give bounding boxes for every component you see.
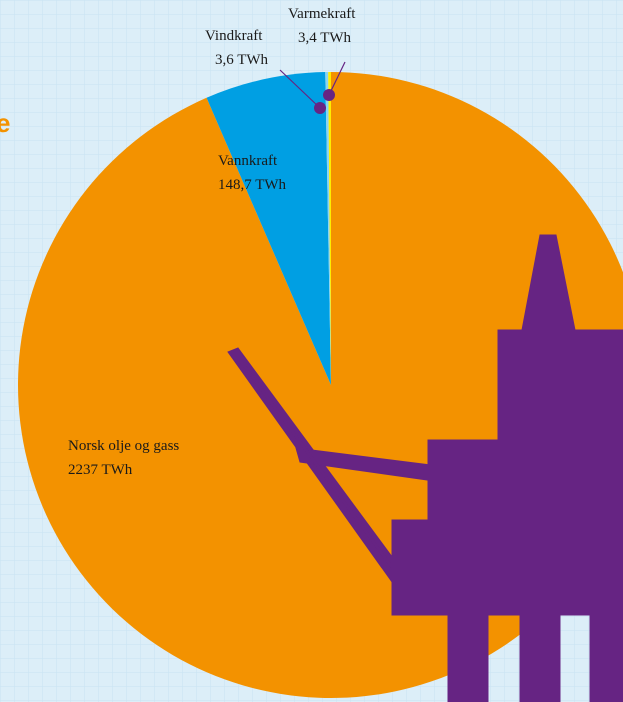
value-label: 148,7 TWh	[218, 177, 287, 193]
chart-title: e	[0, 108, 10, 138]
pie-slice	[206, 72, 331, 385]
pie-slice	[325, 72, 331, 385]
leader-line	[279, 69, 321, 109]
category-label: Varmekraft	[288, 6, 356, 22]
pie-slice	[328, 72, 331, 385]
category-label: Vindkraft	[205, 28, 263, 44]
value-label: 3,4 TWh	[298, 30, 352, 46]
leader-dot	[323, 89, 335, 101]
value-label: 2237 TWh	[68, 462, 133, 478]
leader-dot	[314, 102, 326, 114]
oil-rig-illustration	[227, 234, 623, 702]
category-label: Vannkraft	[218, 153, 278, 169]
category-label: Norsk olje og gass	[68, 438, 179, 454]
leader-line	[328, 61, 346, 96]
labels: Norsk olje og gass 2237 TWh Vannkraft 148,7…	[68, 6, 356, 478]
value-label: 3,6 TWh	[215, 52, 269, 68]
